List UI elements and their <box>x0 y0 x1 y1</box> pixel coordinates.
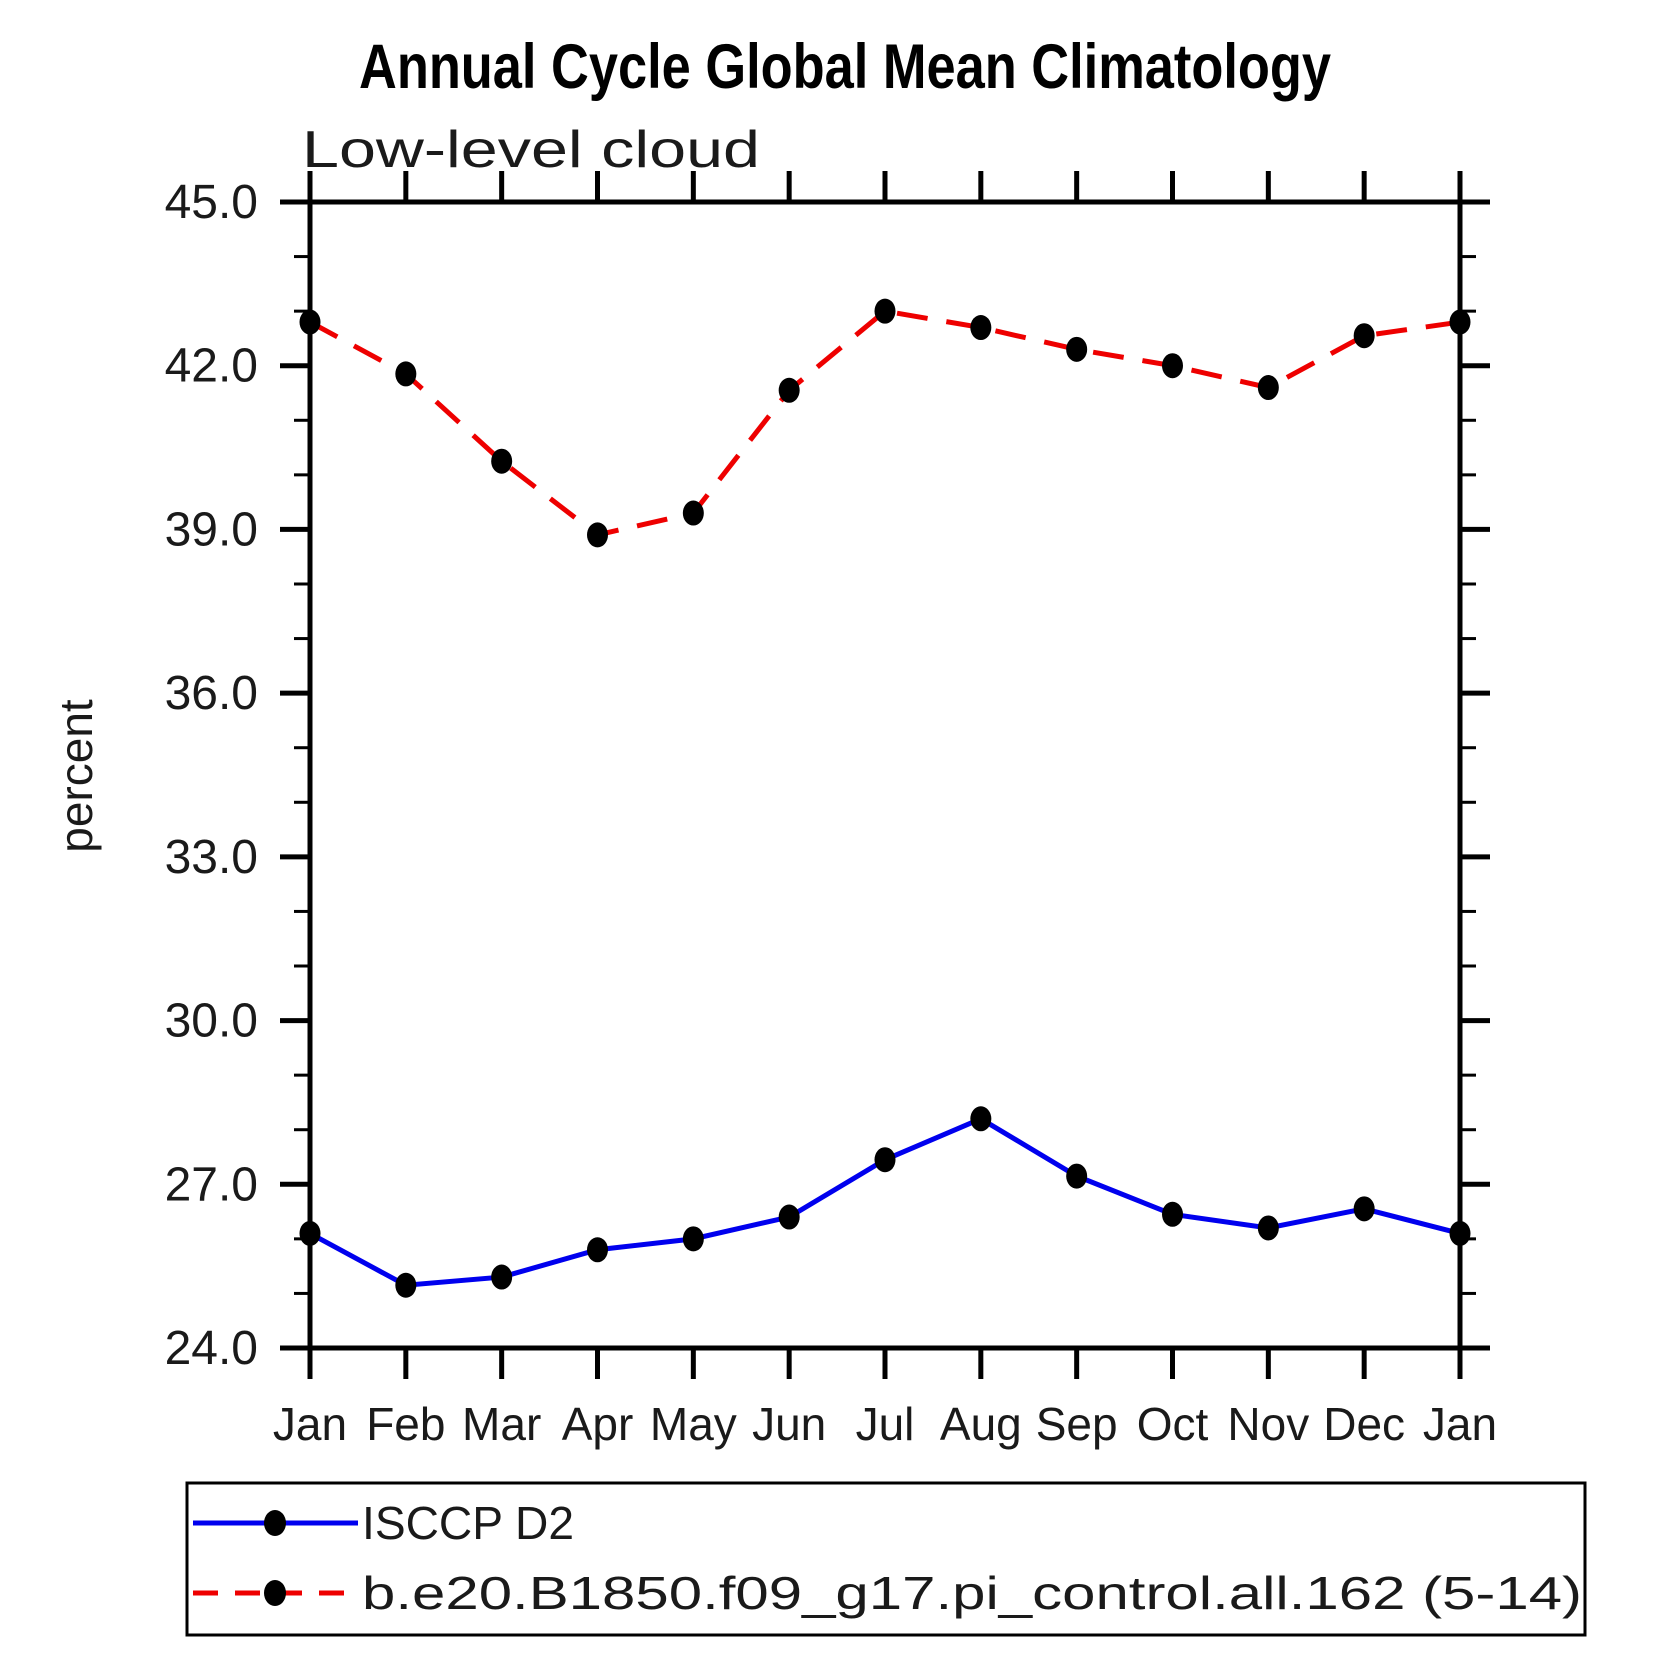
y-tick-label: 24.0 <box>165 1322 258 1375</box>
y-tick-label: 45.0 <box>165 176 258 229</box>
y-tick-label: 39.0 <box>165 503 258 556</box>
legend: ISCCP D2 b.e20.B1850.f09_g17.pi_control.… <box>185 1481 1587 1637</box>
x-tick-label: Feb <box>366 1398 445 1450</box>
y-tick-label: 30.0 <box>165 995 258 1048</box>
data-point-marker <box>1353 323 1375 349</box>
legend-marker-isccp <box>264 1510 286 1536</box>
data-point-marker <box>395 361 417 387</box>
legend-marker-model <box>264 1580 286 1606</box>
x-tick-label: Sep <box>1036 1398 1118 1450</box>
data-point-marker <box>778 1204 800 1230</box>
data-series <box>299 298 1471 1298</box>
y-tick-label: 33.0 <box>165 831 258 884</box>
data-point-marker <box>299 1220 321 1246</box>
data-point-marker <box>682 1226 704 1252</box>
data-point-marker <box>778 377 800 403</box>
data-point-marker <box>587 1237 608 1263</box>
x-tick-label: Oct <box>1137 1398 1209 1450</box>
x-tick-label: Jan <box>273 1398 347 1450</box>
data-point-marker <box>682 500 704 526</box>
data-point-marker <box>587 522 608 548</box>
x-tick-label: May <box>650 1398 737 1450</box>
data-point-marker <box>874 1147 896 1173</box>
data-point-marker <box>1449 309 1471 335</box>
x-tick-labels: Jan Feb Mar Apr May Jun Jul Aug Sep Oct Nov Dec Jan <box>273 1398 1497 1450</box>
y-tick-label: 27.0 <box>165 1158 258 1211</box>
y-tick-label: 42.0 <box>165 340 258 393</box>
y-axis-title: percent <box>50 699 102 853</box>
x-tick-label: Aug <box>940 1398 1022 1450</box>
legend-label-isccp: ISCCP D2 <box>362 1497 574 1549</box>
x-tick-label: Dec <box>1323 1398 1405 1450</box>
data-point-marker <box>874 298 896 324</box>
x-tick-label: Jul <box>856 1398 915 1450</box>
x-tick-label: Nov <box>1227 1398 1309 1450</box>
page-title: Annual Cycle Global Mean Climatology <box>359 32 1331 102</box>
data-point-marker <box>299 309 321 335</box>
x-ticks <box>307 171 1463 1379</box>
data-point-marker <box>970 1106 992 1132</box>
x-tick-label: Jun <box>752 1398 826 1450</box>
data-point-marker <box>1449 1220 1471 1246</box>
data-point-marker <box>1162 353 1183 379</box>
data-point-marker <box>1066 336 1088 362</box>
data-point-marker <box>395 1272 417 1298</box>
y-tick-labels: 24.0 27.0 30.0 33.0 36.0 39.0 42.0 45.0 <box>165 176 258 1375</box>
data-point-marker <box>491 1264 513 1290</box>
data-point-marker <box>1066 1163 1088 1189</box>
data-point-marker <box>1162 1201 1183 1227</box>
data-point-marker <box>491 448 513 474</box>
data-point-marker <box>1257 1215 1279 1241</box>
x-tick-label: Jan <box>1423 1398 1497 1450</box>
data-point-marker <box>1353 1196 1375 1222</box>
x-tick-label: Apr <box>562 1398 634 1450</box>
data-point-marker <box>970 315 992 341</box>
legend-label-model: b.e20.B1850.f09_g17.pi_control.all.162 (… <box>362 1567 1582 1619</box>
x-tick-label: Mar <box>462 1398 541 1450</box>
legend-box <box>185 1481 1587 1637</box>
y-tick-label: 36.0 <box>165 667 258 720</box>
data-point-marker <box>1257 375 1279 401</box>
plot-subtitle: Low-level cloud <box>302 121 760 179</box>
